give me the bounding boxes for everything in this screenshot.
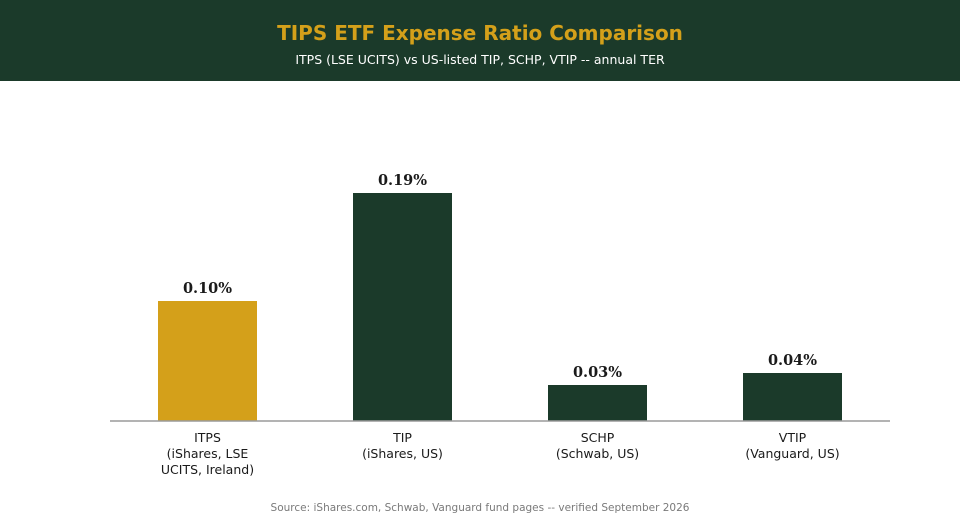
value-label-2: 0.03% bbox=[573, 364, 622, 381]
value-label-1: 0.19% bbox=[378, 172, 427, 189]
x-tick-label-2: SCHP (Schwab, US) bbox=[556, 430, 639, 461]
value-label-3: 0.04% bbox=[768, 352, 817, 369]
plot-area: 0.10% ITPS (iShares, LSE UCITS, Ireland) 0.1… bbox=[0, 81, 960, 491]
bar-chart: 0.10% ITPS (iShares, LSE UCITS, Ireland) 0.1… bbox=[110, 172, 890, 477]
bar-1 bbox=[353, 193, 452, 421]
value-label-0: 0.10% bbox=[183, 280, 232, 297]
chart-header: TIPS ETF Expense Ratio Comparison ITPS (… bbox=[0, 0, 960, 81]
bar-2 bbox=[548, 385, 647, 421]
chart-title: TIPS ETF Expense Ratio Comparison bbox=[277, 21, 683, 45]
bar-0 bbox=[158, 301, 257, 421]
bar-3 bbox=[743, 373, 842, 421]
source-note: Source: iShares.com, Schwab, Vanguard fu… bbox=[270, 502, 690, 514]
x-tick-label-0: ITPS (iShares, LSE UCITS, Ireland) bbox=[161, 430, 254, 477]
chart-subtitle: ITPS (LSE UCITS) vs US-listed TIP, SCHP,… bbox=[295, 52, 665, 67]
x-tick-label-3: VTIP (Vanguard, US) bbox=[745, 430, 839, 461]
x-tick-label-1: TIP (iShares, US) bbox=[362, 430, 443, 461]
